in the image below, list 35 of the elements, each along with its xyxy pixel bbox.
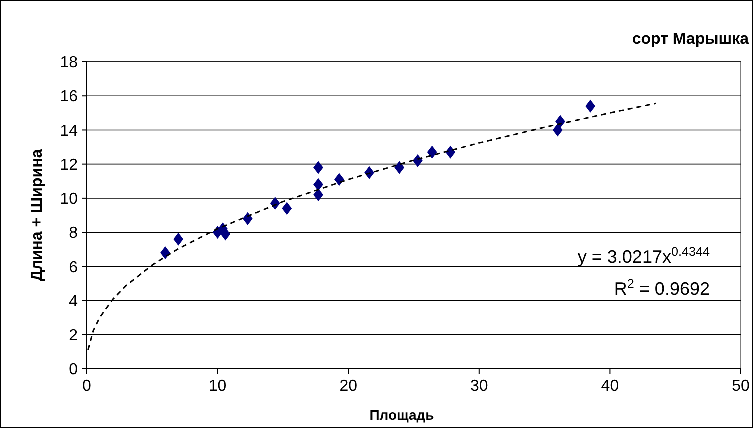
point <box>314 188 324 202</box>
y-tick-label: 2 <box>69 327 78 344</box>
point <box>220 228 231 241</box>
y-axis-title: Длина + Ширина <box>29 149 46 282</box>
point <box>394 161 405 174</box>
y-tick-label: 12 <box>60 156 78 174</box>
x-axis-title: Площадь <box>370 407 435 423</box>
x-tick-label: 10 <box>208 378 227 395</box>
point <box>282 202 292 216</box>
point <box>427 146 438 159</box>
y-tick-label: 4 <box>69 293 78 310</box>
point <box>552 124 563 137</box>
y-tick-label: 8 <box>69 225 78 242</box>
y-tick-label: 14 <box>60 122 78 140</box>
y-tick-label: 10 <box>60 191 78 208</box>
y-tick-label: 18 <box>60 54 78 72</box>
point <box>174 232 184 246</box>
y-tick-label: 16 <box>60 88 78 106</box>
point <box>314 178 324 192</box>
point <box>242 212 253 226</box>
x-tick-label: 40 <box>601 378 620 395</box>
point <box>586 100 596 113</box>
chart-title: сорт Марышка <box>632 31 750 48</box>
y-tick-label: 6 <box>69 259 78 276</box>
x-tick-label: 20 <box>340 378 358 395</box>
annotation: R$^{2}$ = 0.9692 <box>614 277 710 299</box>
y-tick-label: 0 <box>69 362 78 379</box>
point <box>446 146 456 159</box>
point <box>160 246 170 260</box>
x-tick-label: 50 <box>732 378 750 395</box>
annotation: y = 3.0217x$^{0.4344}$ <box>578 245 710 267</box>
x-tick-label: 30 <box>470 378 488 395</box>
point <box>314 161 324 174</box>
x-tick-label: 0 <box>82 378 92 395</box>
point <box>334 173 344 186</box>
